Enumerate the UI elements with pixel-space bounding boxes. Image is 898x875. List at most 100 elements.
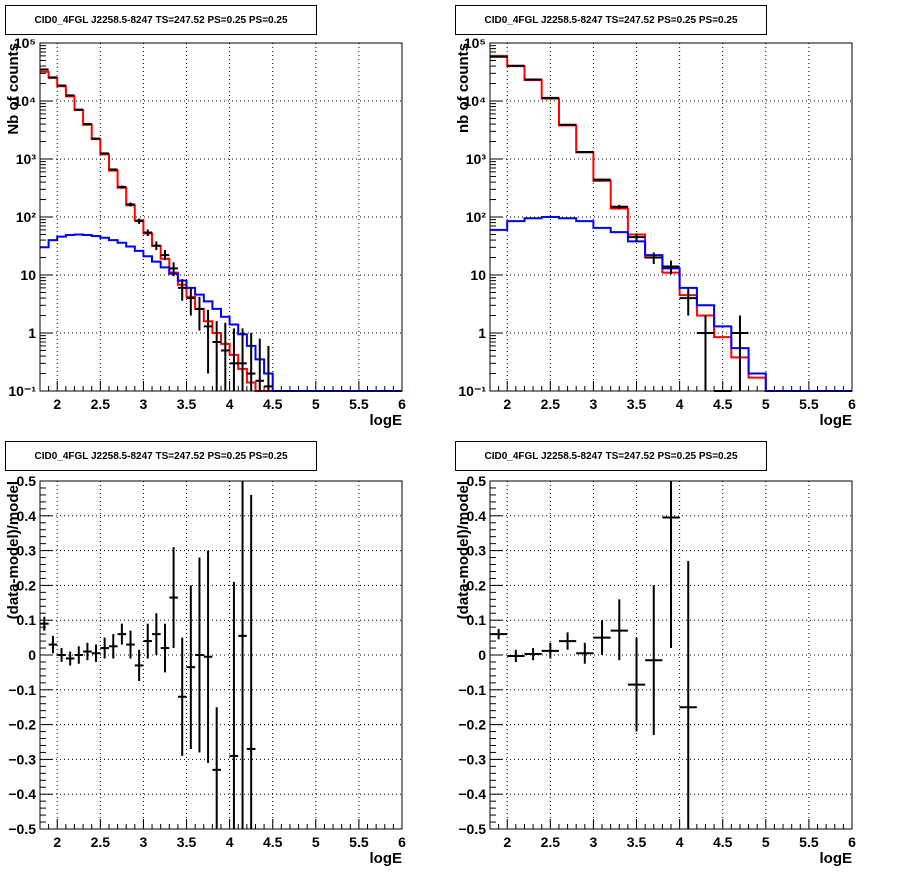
plot-frame [39,42,403,392]
y-axis-label: nb of counts [455,43,472,133]
data-point [264,345,273,391]
y-tick-label: 10⁴ [14,93,37,109]
data-point [152,241,161,250]
x-tick-label: 2.5 [91,834,111,850]
y-tick-label: 0.1 [467,612,487,628]
data-point [627,233,646,242]
data-point [679,561,697,829]
x-tick-label: 4 [226,834,234,850]
data-point [645,585,663,736]
x-tick-label: 3.5 [177,396,197,412]
y-tick-label: 10⁻¹ [8,383,36,399]
plot-bottom-left: 2 2.5 3 3.5 4 4.5 5 5.5 6 −0.5 −0.4 −0.3 −0.2 −0.1 0 0.… [5,473,406,867]
data-point [558,123,577,126]
x-axis-label: logE [370,412,403,429]
data-point [576,642,594,664]
panel-title-top-left: CID0_4FGL J2258.5-8247 TS=247.52 PS=0.25… [5,5,317,35]
data-point [238,481,247,829]
y-tick-label: 10 [20,267,36,283]
x-tick-label: 3 [140,834,148,850]
y-tick-label: 10³ [16,151,37,167]
x-tick-label: 2 [503,396,511,412]
y-tick-label: −0.5 [458,821,486,837]
y-tick-label: 1 [478,325,486,341]
y-axis-label: (data-model)/model [5,481,22,619]
x-tick-label: 5 [312,834,320,850]
data-point [74,646,84,664]
x-tick-label: 5 [762,396,770,412]
y-tick-label: 0.3 [467,543,487,559]
data-point [83,123,92,126]
data-point [160,623,170,673]
data-point [195,296,204,331]
data-point [177,279,187,301]
data-point [558,632,577,650]
y-tick-label: 0.4 [467,508,487,524]
y-tick-label: 10³ [466,151,487,167]
data-point [246,494,256,829]
data-point [610,599,628,661]
y-tick-label: 10⁵ [464,35,486,51]
y-tick-label: −0.4 [458,786,486,802]
data-point [246,333,256,391]
data-point [169,262,178,277]
data-point [160,249,170,261]
data-point [679,287,697,316]
data-point [91,137,101,140]
y-axis-label: (data-model)/model [455,481,472,619]
data-point [195,557,204,753]
y-tick-label: 1 [28,325,36,341]
y-tick-label: 10⁻¹ [458,383,486,399]
y-tick-label: 0.2 [17,577,37,593]
x-tick-label: 5 [312,396,320,412]
x-tick-label: 3.5 [627,396,647,412]
plot-frame [489,480,853,830]
plot-frame [489,42,853,392]
data-point [100,637,109,659]
y-tick-label: 0.5 [17,473,37,489]
data-point [255,338,265,391]
y-tick-label: −0.5 [8,821,36,837]
y-tick-label: 10² [16,209,37,225]
x-axis-label: logE [820,412,853,429]
x-tick-label: 4.5 [713,396,733,412]
data-point [524,648,542,661]
y-tick-label: 0.1 [17,612,37,628]
data-point [610,204,628,209]
x-tick-label: 2 [503,834,511,850]
x-tick-label: 2 [53,834,61,850]
data-point [593,178,611,181]
data-point [645,252,663,264]
x-tick-label: 3 [590,396,598,412]
x-tick-label: 2.5 [541,396,561,412]
x-tick-label: 6 [848,834,856,850]
y-tick-label: −0.1 [8,682,36,698]
data-point [627,637,646,732]
panel-title-top-right: CID0_4FGL J2258.5-8247 TS=247.52 PS=0.25… [455,5,767,35]
data-point [576,151,594,154]
x-tick-label: 4.5 [263,834,283,850]
data-point [126,202,135,207]
x-tick-label: 5.5 [799,396,819,412]
data-point [169,547,178,649]
x-tick-label: 2.5 [91,396,111,412]
data-point [143,229,153,237]
y-tick-label: −0.1 [458,682,486,698]
x-tick-label: 5.5 [349,834,369,850]
x-tick-label: 6 [398,396,406,412]
x-tick-label: 4.5 [263,396,283,412]
x-axis-label: logE [820,850,853,867]
x-tick-label: 3 [590,834,598,850]
y-axis-label: Nb of counts [5,43,22,135]
data-point [203,550,213,763]
x-tick-label: 4 [226,396,234,412]
y-tick-label: −0.3 [458,751,486,767]
data-point [57,648,66,662]
x-tick-label: 5.5 [799,834,819,850]
data-point [134,218,144,224]
y-tick-label: 0.5 [467,473,487,489]
data-point [490,628,508,640]
data-point [203,309,213,374]
x-tick-label: 4.5 [713,834,733,850]
